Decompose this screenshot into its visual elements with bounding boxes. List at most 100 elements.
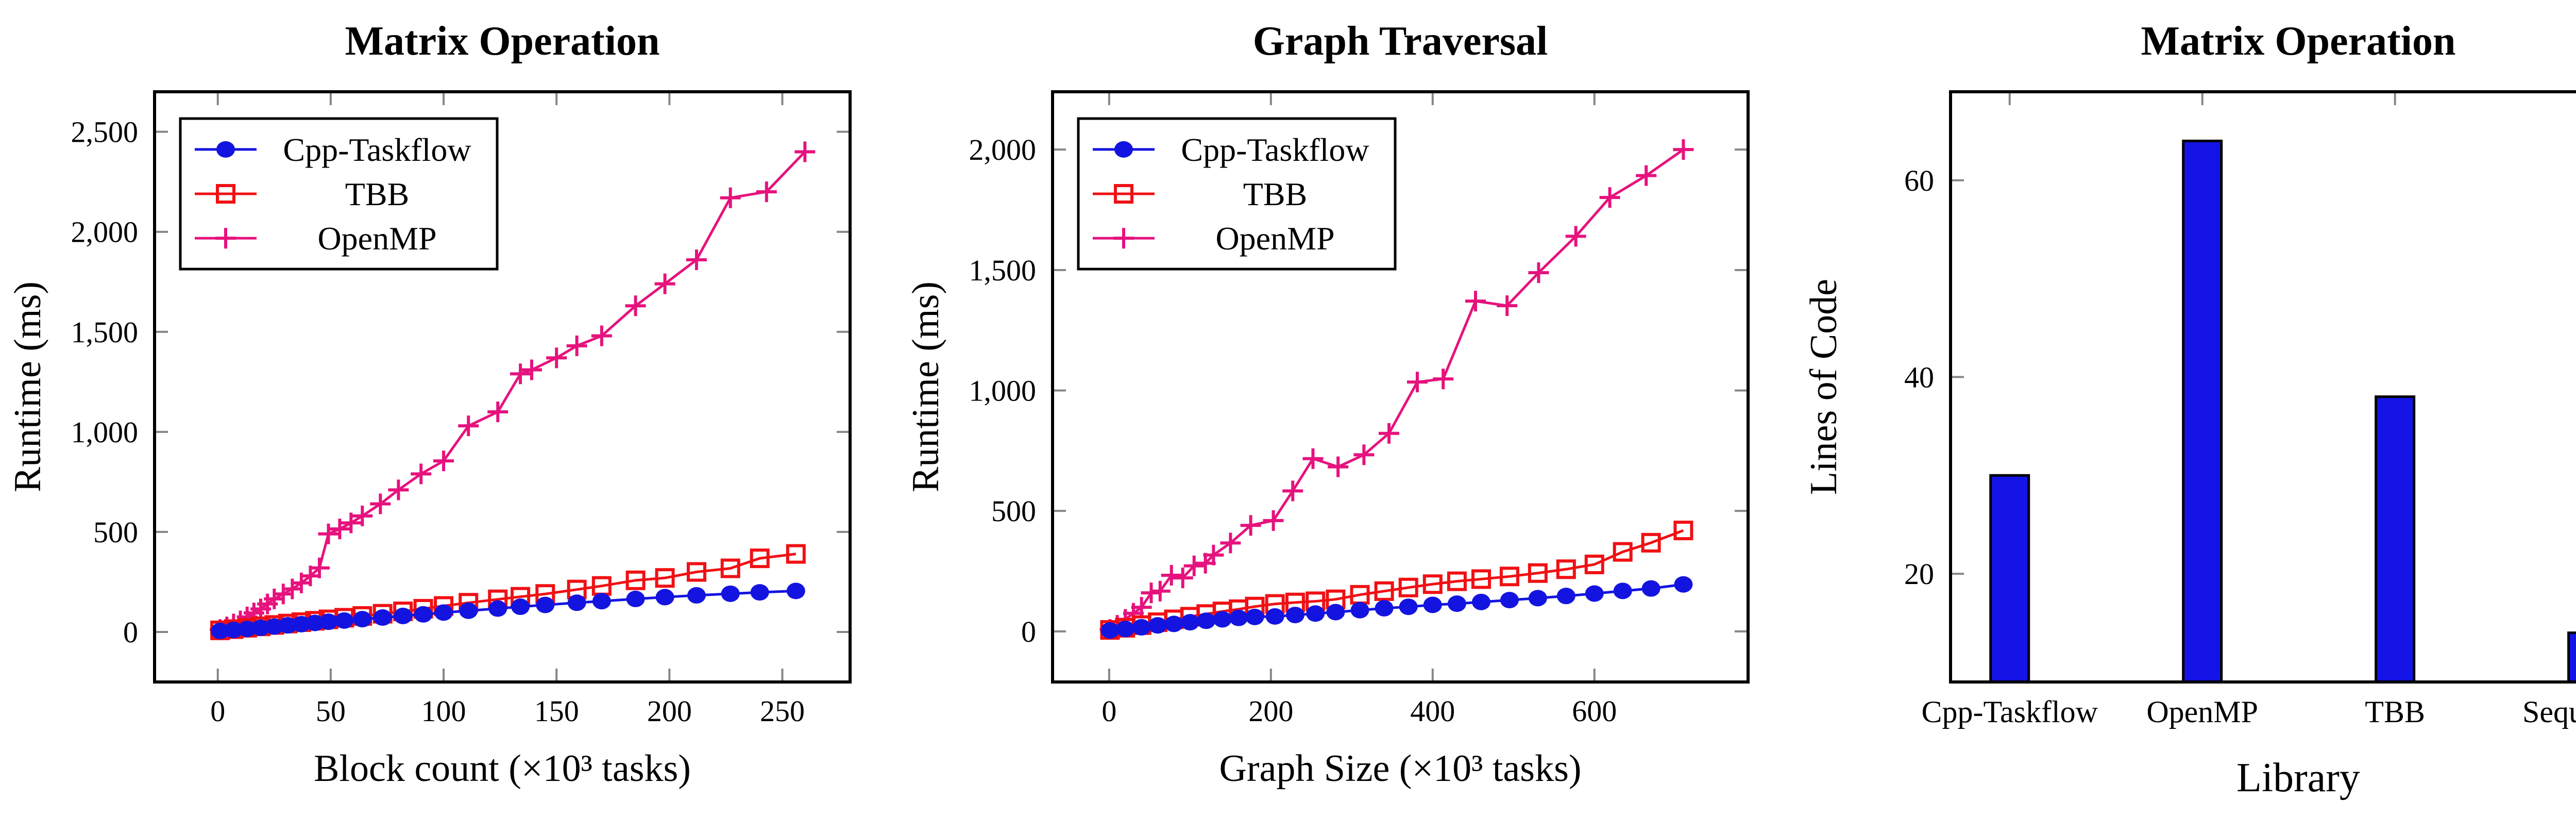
data-point-marker [1326, 604, 1345, 621]
data-point-marker [1183, 555, 1205, 576]
data-point-marker [686, 562, 706, 582]
data-point-marker [750, 548, 770, 569]
data-point-marker [1149, 580, 1171, 602]
data-point-marker [1263, 510, 1284, 531]
category-label: Cpp-Taskflow [1922, 695, 2098, 729]
data-point-marker [521, 359, 542, 380]
y-tick-label: 1,000 [969, 374, 1037, 408]
data-point-marker [567, 594, 586, 611]
x-tick-label: 400 [1410, 694, 1455, 728]
legend-label: TBB [1243, 176, 1307, 212]
data-point-marker [510, 363, 531, 385]
data-point-marker [1197, 612, 1216, 629]
legend-label: Cpp-Taskflow [1181, 131, 1369, 168]
data-point-marker [1240, 515, 1261, 536]
x-axis-tick-labels: 0 200 400 600 [1101, 694, 1617, 728]
legend-label: TBB [345, 176, 409, 212]
data-point-marker [459, 602, 478, 619]
legend-marker [216, 141, 235, 158]
data-point-marker [1528, 262, 1549, 283]
data-point-marker [1203, 544, 1224, 565]
data-point-marker [458, 415, 479, 437]
data-point-marker [211, 623, 230, 640]
data-point-marker [1674, 576, 1693, 593]
data-point-marker [319, 613, 338, 630]
data-point-marker [1229, 609, 1248, 626]
data-point-marker [625, 295, 646, 317]
data-point-marker [1497, 295, 1518, 317]
data-point-marker [1399, 598, 1418, 615]
data-point-marker [1100, 622, 1120, 639]
data-point-marker [370, 493, 391, 514]
data-point-marker [1302, 448, 1324, 469]
legend-marker [215, 228, 236, 249]
data-point-marker [1374, 581, 1394, 601]
data-point-marker [487, 402, 509, 423]
data-point-marker [292, 615, 311, 632]
data-point-marker [1585, 585, 1604, 602]
data-point-marker [224, 622, 243, 639]
y-tick-label: 2,500 [71, 115, 139, 149]
data-point-marker [414, 606, 433, 623]
data-point-marker [1636, 165, 1657, 186]
category-label: TBB [2365, 695, 2425, 729]
legend-entry-openmp: OpenMP [195, 220, 437, 257]
category-labels: Cpp-Taskflow OpenMP TBB Sequential [1922, 695, 2576, 729]
data-point-marker [1471, 569, 1491, 589]
data-point-marker [721, 585, 740, 602]
legend-entry-tbb: TBB [1093, 176, 1307, 212]
data-point-marker [1245, 608, 1264, 625]
plot-border [1051, 90, 1750, 684]
y-tick-label: 0 [1021, 615, 1036, 648]
legend-marker [1114, 141, 1133, 158]
data-point-marker [1131, 597, 1152, 618]
data-point-marker [1180, 614, 1199, 631]
data-point-marker [1641, 580, 1660, 597]
series-openmp [210, 141, 816, 640]
data-point-marker [1641, 532, 1661, 553]
data-point-marker [655, 589, 674, 606]
legend: Cpp-Taskflow TBB OpenMP [1077, 117, 1397, 271]
data-point-marker [536, 596, 555, 613]
y-tick-label: 60 [1904, 164, 1934, 197]
x-tick-label: 600 [1572, 694, 1617, 728]
data-point-marker [1599, 187, 1620, 208]
data-point-marker [511, 598, 530, 615]
data-point-marker [687, 587, 706, 604]
data-point-marker [546, 347, 567, 369]
data-point-marker [1148, 617, 1167, 634]
data-point-marker [1282, 480, 1303, 502]
legend-label: OpenMP [1215, 220, 1334, 257]
data-point-marker [411, 463, 432, 485]
legend-entry-openmp: OpenMP [1093, 220, 1335, 257]
y-tick-label: 2,000 [71, 215, 139, 249]
legend-label: Cpp-Taskflow [283, 131, 471, 168]
chart-panel-matrix-loc: 20 40 60 Matrix Operation Lines of Code Cpp-T… [1796, 0, 2576, 816]
data-point-marker [488, 600, 507, 617]
data-point-marker [1565, 226, 1586, 247]
legend-label: OpenMP [317, 220, 436, 257]
legend-marker [216, 184, 235, 204]
series-cpp-taskflow [1100, 576, 1693, 639]
x-axis-tick-labels: 0 50 100 150 200 250 [210, 694, 805, 728]
chart-title: Matrix Operation [345, 19, 660, 64]
tick-marks [155, 92, 850, 682]
data-point-marker [329, 519, 350, 540]
x-axis-label: Block count (×10³ tasks) [314, 747, 691, 790]
data-point-marker [1584, 554, 1604, 574]
data-point-marker [655, 568, 675, 588]
x-tick-label: 0 [210, 694, 225, 728]
category-label: OpenMP [2146, 695, 2258, 729]
plot-border [153, 90, 852, 684]
data-point-marker [786, 582, 805, 599]
x-tick-label: 200 [647, 694, 692, 728]
y-tick-label: 1,000 [71, 415, 139, 449]
chart-panel-graph-runtime: 0 500 1,000 1,500 2,000 Graph Traversal Runtim… [898, 0, 1796, 816]
data-point-marker [1375, 599, 1394, 617]
data-point-marker [394, 607, 413, 624]
x-tick-label: 0 [1101, 694, 1116, 728]
data-point-marker [1613, 542, 1633, 562]
legend-marker [1113, 228, 1134, 249]
y-axis-label: Runtime (ms) [905, 281, 947, 492]
